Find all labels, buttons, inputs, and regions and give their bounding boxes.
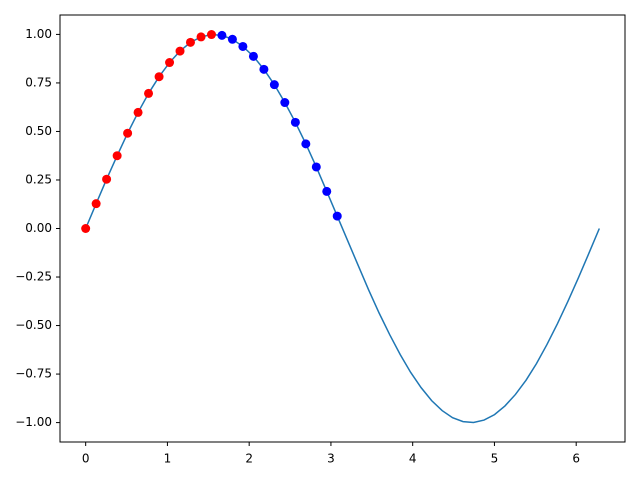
y-tick-label: 1.00 [25,27,52,41]
point [311,162,321,172]
y-tick-label: 0.25 [25,172,52,186]
point [301,139,311,149]
y-tick-label: −0.25 [15,270,52,284]
x-tick-label: 1 [164,452,172,466]
point [91,199,101,209]
point [123,128,133,138]
point [332,211,342,221]
y-tick-label: −0.75 [15,367,52,381]
x-tick-label: 4 [409,452,417,466]
point [196,32,206,42]
y-tick-label: 0.75 [25,75,52,89]
point [269,80,279,90]
point [280,98,290,108]
point [185,37,195,47]
point [112,151,122,161]
y-tick-label: −1.00 [15,415,52,429]
y-tick-label: −0.50 [15,318,52,332]
point [248,51,258,61]
point [144,88,154,98]
point [227,34,237,44]
y-tick-label: 0.50 [25,124,52,138]
point [165,58,175,68]
x-tick-label: 5 [491,452,499,466]
point [81,224,91,233]
point [175,46,185,56]
point [290,117,300,127]
x-tick-label: 6 [572,452,580,466]
point [217,30,227,40]
x-tick-label: 3 [327,452,335,466]
x-tick-label: 0 [82,452,90,466]
point [322,186,332,196]
point [102,174,112,184]
point [154,72,164,82]
y-tick-label: 0.00 [25,221,52,235]
point [238,41,248,51]
point [206,30,216,40]
point [259,64,269,74]
point [133,107,143,117]
sine-line [84,33,601,424]
x-tick-label: 2 [245,452,253,466]
